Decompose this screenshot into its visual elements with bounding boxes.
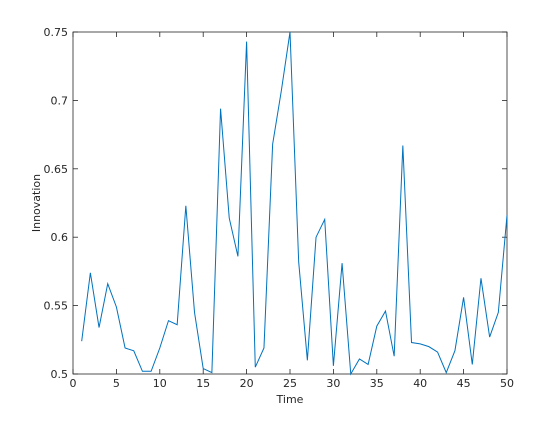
y-tick-label: 0.5 [51,368,69,381]
x-tick-label: 20 [240,377,254,390]
x-tick-label: 5 [113,377,120,390]
x-tick-label: 50 [500,377,514,390]
x-tick-label: 10 [153,377,167,390]
x-tick-label: 45 [457,377,471,390]
x-tick-label: 40 [413,377,427,390]
x-tick-label: 35 [370,377,384,390]
x-axis-label: Time [276,393,304,406]
y-axis-label: Innovation [30,174,43,232]
y-tick-label: 0.7 [51,94,69,107]
axes-box [72,31,508,375]
x-tick-label: 30 [326,377,340,390]
y-tick-label: 0.75 [44,26,69,39]
x-tick-label: 15 [196,377,210,390]
x-tick-label: 25 [283,377,297,390]
y-tick-label: 0.65 [44,163,69,176]
y-tick-label: 0.6 [51,231,69,244]
y-tick-label: 0.55 [44,300,69,313]
x-tick-label: 0 [70,377,77,390]
data-line [81,31,508,376]
